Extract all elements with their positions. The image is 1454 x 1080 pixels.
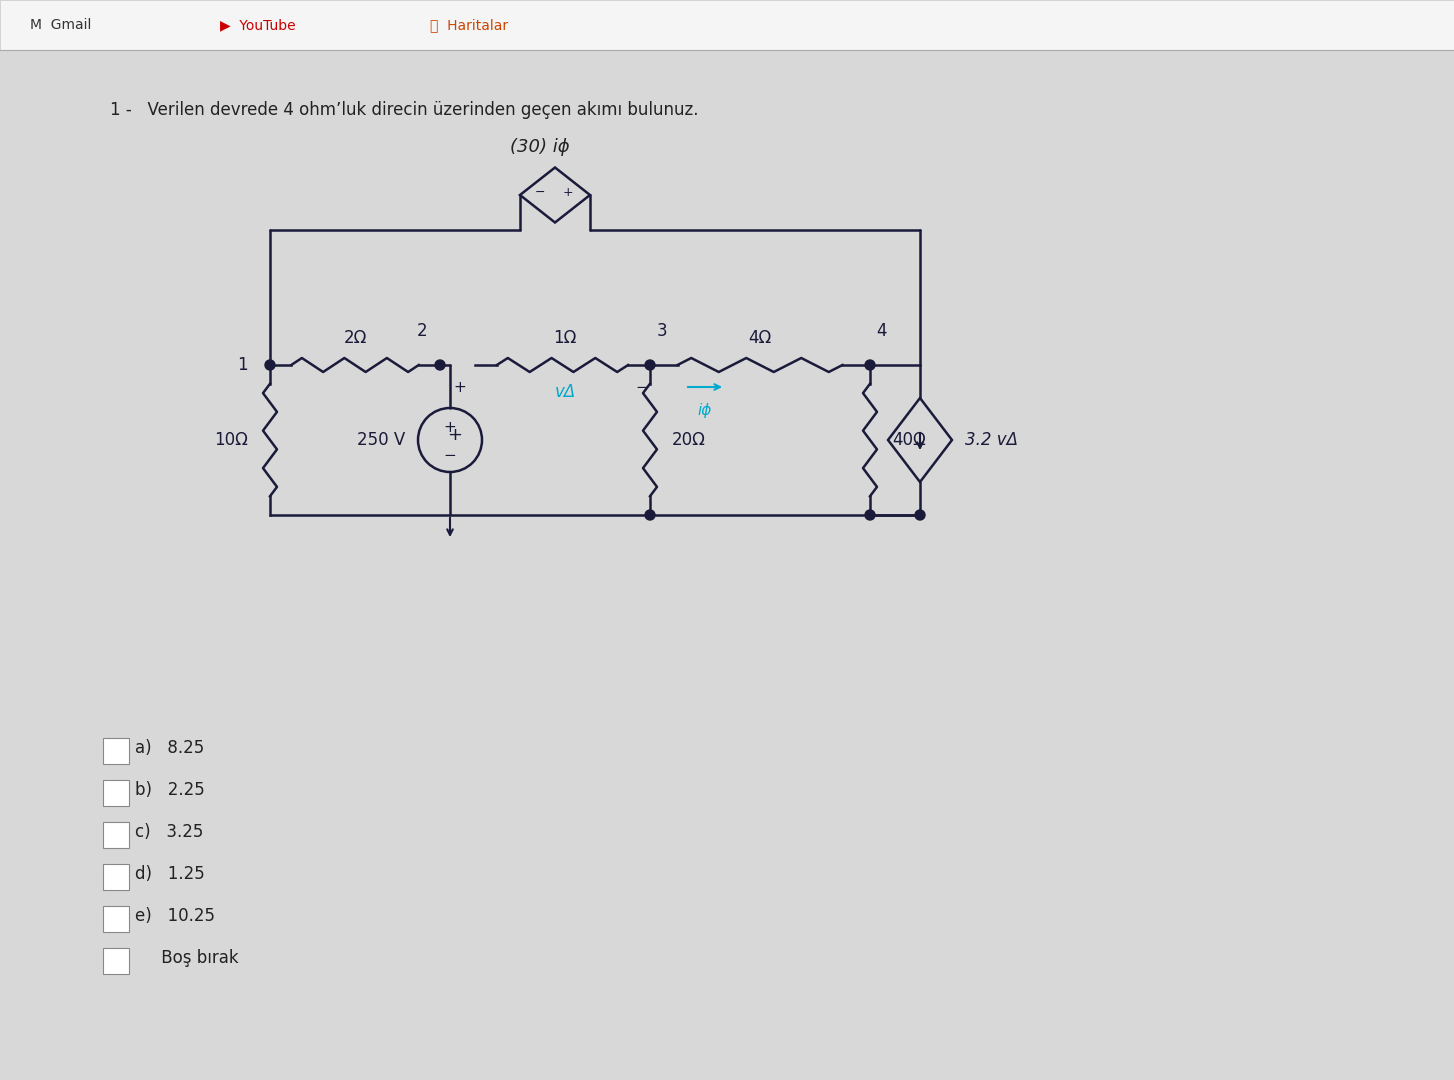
Text: 1 -   Verilen devrede 4 ohm’luk direcin üzerinden geçen akımı bulunuz.: 1 - Verilen devrede 4 ohm’luk direcin üz… [111, 102, 698, 119]
Text: d)   1.25: d) 1.25 [135, 865, 205, 883]
Text: M  Gmail: M Gmail [31, 18, 92, 32]
FancyBboxPatch shape [103, 906, 129, 932]
Circle shape [646, 360, 654, 370]
Text: +: + [448, 426, 462, 444]
Text: e)   10.25: e) 10.25 [135, 907, 215, 924]
Text: Boş bırak: Boş bırak [135, 949, 238, 967]
FancyBboxPatch shape [103, 780, 129, 806]
Text: ▶  YouTube: ▶ YouTube [220, 18, 295, 32]
Circle shape [915, 510, 925, 519]
Text: 4: 4 [877, 322, 887, 340]
Text: 40Ω: 40Ω [891, 431, 926, 449]
Text: −: − [535, 186, 545, 199]
Text: 3: 3 [657, 322, 667, 340]
Text: 3.2 vΔ: 3.2 vΔ [965, 431, 1018, 449]
Text: vΔ: vΔ [554, 383, 576, 401]
Text: c)   3.25: c) 3.25 [135, 823, 204, 841]
Text: 1: 1 [237, 356, 249, 374]
FancyBboxPatch shape [103, 864, 129, 890]
Circle shape [646, 510, 654, 519]
Circle shape [435, 360, 445, 370]
Text: (30) iϕ: (30) iϕ [510, 137, 570, 156]
Text: −: − [443, 447, 457, 462]
Circle shape [865, 360, 875, 370]
Text: −: − [635, 380, 648, 395]
Text: a)   8.25: a) 8.25 [135, 739, 204, 757]
Text: 2: 2 [417, 322, 427, 340]
FancyBboxPatch shape [0, 0, 1454, 50]
Text: iϕ: iϕ [698, 403, 712, 418]
Text: +: + [563, 186, 573, 199]
FancyBboxPatch shape [103, 822, 129, 848]
Text: 🗷  Haritalar: 🗷 Haritalar [430, 18, 507, 32]
Text: b)   2.25: b) 2.25 [135, 781, 205, 799]
Text: +: + [454, 380, 467, 395]
Text: 1Ω: 1Ω [554, 329, 577, 347]
Text: 2Ω: 2Ω [343, 329, 366, 347]
Circle shape [865, 510, 875, 519]
Text: 250 V: 250 V [356, 431, 406, 449]
FancyBboxPatch shape [103, 738, 129, 764]
Text: 10Ω: 10Ω [214, 431, 249, 449]
FancyBboxPatch shape [103, 948, 129, 974]
Text: +: + [443, 420, 457, 435]
Text: 4Ω: 4Ω [749, 329, 772, 347]
Text: 20Ω: 20Ω [672, 431, 705, 449]
Circle shape [265, 360, 275, 370]
